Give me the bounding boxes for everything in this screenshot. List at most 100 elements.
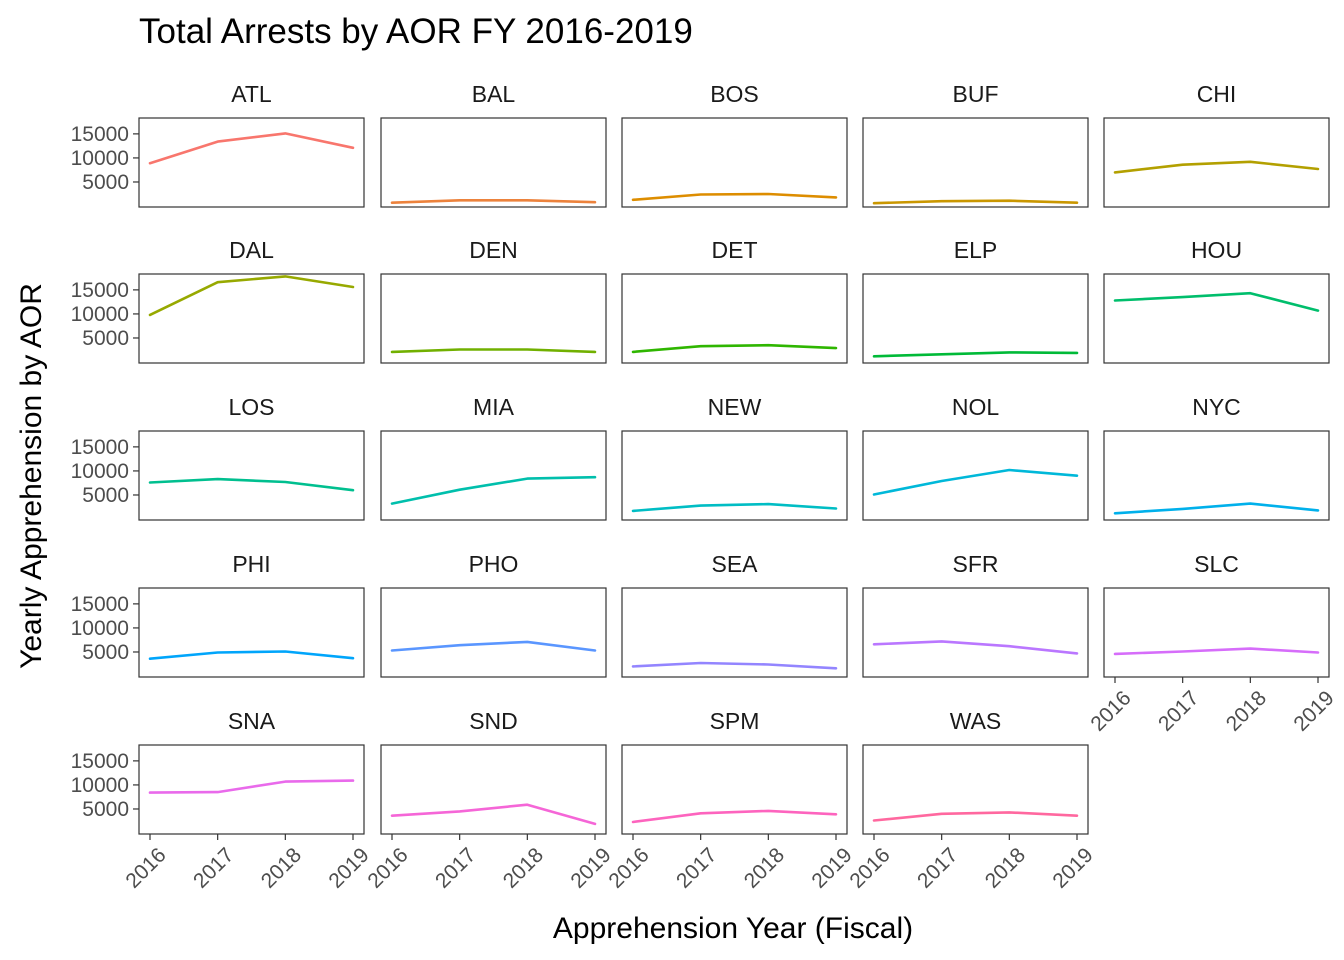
facet-pho: PHO <box>380 551 607 678</box>
facet-det: DET <box>621 237 848 364</box>
x-tick-label: 2018 <box>740 843 789 892</box>
series-line-dal <box>148 275 355 317</box>
facet-label: HOU <box>1191 237 1242 263</box>
series-line-atl <box>148 132 355 165</box>
series-line-hou <box>1113 291 1320 312</box>
facet-label: NYC <box>1192 394 1241 420</box>
facet-label: NEW <box>708 394 762 420</box>
panel-frame <box>138 744 365 835</box>
y-tick-label: 10000 <box>71 460 129 483</box>
panel-frame <box>138 273 365 364</box>
y-tick-label: 5000 <box>82 641 129 664</box>
panel-frame <box>138 587 365 678</box>
panel-frame <box>621 117 848 208</box>
panel-frame <box>138 430 365 521</box>
facet-bos: BOS <box>621 81 848 208</box>
series-line-nyc <box>1113 502 1320 515</box>
facet-label: LOS <box>228 394 274 420</box>
facet-label: SNA <box>228 708 276 734</box>
series-line-chi <box>1113 160 1320 174</box>
series-line-spm <box>631 809 838 824</box>
x-tick-label: 2018 <box>257 843 306 892</box>
facet-label: ELP <box>954 237 997 263</box>
facet-sea: SEA <box>621 551 848 678</box>
facet-den: DEN <box>380 237 607 364</box>
panel-frame <box>1103 587 1330 678</box>
panel-frame <box>621 587 848 678</box>
y-tick-label: 15000 <box>71 279 129 302</box>
y-tick-label: 5000 <box>82 484 129 507</box>
series-line-bal <box>390 199 597 204</box>
x-tick-label: 2016 <box>845 843 894 892</box>
x-tick-label: 2016 <box>121 843 170 892</box>
panel-frame <box>380 744 607 835</box>
panel-frame <box>862 744 1089 835</box>
facet-spm: SPM 2016 2017 2018 2019 <box>604 708 856 893</box>
y-tick-label: 5000 <box>82 798 129 821</box>
y-tick-label: 10000 <box>71 147 129 170</box>
facet-label: BUF <box>953 81 999 107</box>
series-line-slc <box>1113 647 1320 656</box>
facet-sfr: SFR <box>862 551 1089 678</box>
facet-label: SND <box>469 708 518 734</box>
series-line-new <box>631 502 838 513</box>
panel-frame <box>380 273 607 364</box>
facet-label: BAL <box>472 81 516 107</box>
facet-label: SFR <box>953 551 999 577</box>
x-tick-label: 2017 <box>431 843 480 892</box>
facet-mia: MIA <box>380 394 607 521</box>
series-line-elp <box>872 351 1079 358</box>
panel-frame <box>380 117 607 208</box>
facet-label: DEN <box>469 237 518 263</box>
facet-label: SPM <box>710 708 760 734</box>
facet-label: DET <box>712 237 758 263</box>
x-tick-label: 2016 <box>1086 686 1135 735</box>
facet-label: CHI <box>1197 81 1237 107</box>
facet-nol: NOL <box>862 394 1089 521</box>
y-tick-label: 5000 <box>82 171 129 194</box>
facet-hou: HOU <box>1103 237 1330 364</box>
y-axis-title: Yearly Apprehension by AOR <box>15 283 48 669</box>
x-tick-label: 2019 <box>1048 843 1097 892</box>
facet-snd: SND 2016 2017 2018 2019 <box>363 708 615 893</box>
chart-title: Total Arrests by AOR FY 2016-2019 <box>139 12 693 51</box>
y-tick-label: 5000 <box>82 327 129 350</box>
facet-was: WAS 2016 2017 2018 2019 <box>845 708 1097 893</box>
series-line-mia <box>390 475 597 505</box>
x-tick-label: 2017 <box>189 843 238 892</box>
x-tick-label: 2019 <box>807 843 856 892</box>
facet-slc: SLC 2016 2017 2018 2019 <box>1086 551 1338 736</box>
series-line-buf <box>872 199 1079 205</box>
facet-label: DAL <box>229 237 274 263</box>
series-line-pho <box>390 640 597 652</box>
panel-frame <box>138 117 365 208</box>
series-line-snd <box>390 803 597 826</box>
y-tick-label: 15000 <box>71 750 129 773</box>
series-line-sna <box>148 779 355 794</box>
y-tick-label: 10000 <box>71 617 129 640</box>
x-tick-label: 2017 <box>913 843 962 892</box>
facet-chi: CHI <box>1103 81 1330 208</box>
x-tick-label: 2018 <box>499 843 548 892</box>
facet-label: NOL <box>952 394 1000 420</box>
facet-label: PHO <box>469 551 519 577</box>
panel-frame <box>862 117 1089 208</box>
x-tick-label: 2017 <box>1154 686 1203 735</box>
panel-frame <box>621 744 848 835</box>
y-tick-label: 10000 <box>71 774 129 797</box>
facet-new: NEW <box>621 394 848 521</box>
facet-nyc: NYC <box>1103 394 1330 521</box>
series-line-sfr <box>872 640 1079 655</box>
series-line-det <box>631 343 838 354</box>
x-tick-label: 2019 <box>1289 686 1338 735</box>
panel-frame <box>380 430 607 521</box>
x-axis-title: Apprehension Year (Fiscal) <box>553 912 913 945</box>
facet-label: WAS <box>950 708 1002 734</box>
x-tick-label: 2016 <box>604 843 653 892</box>
